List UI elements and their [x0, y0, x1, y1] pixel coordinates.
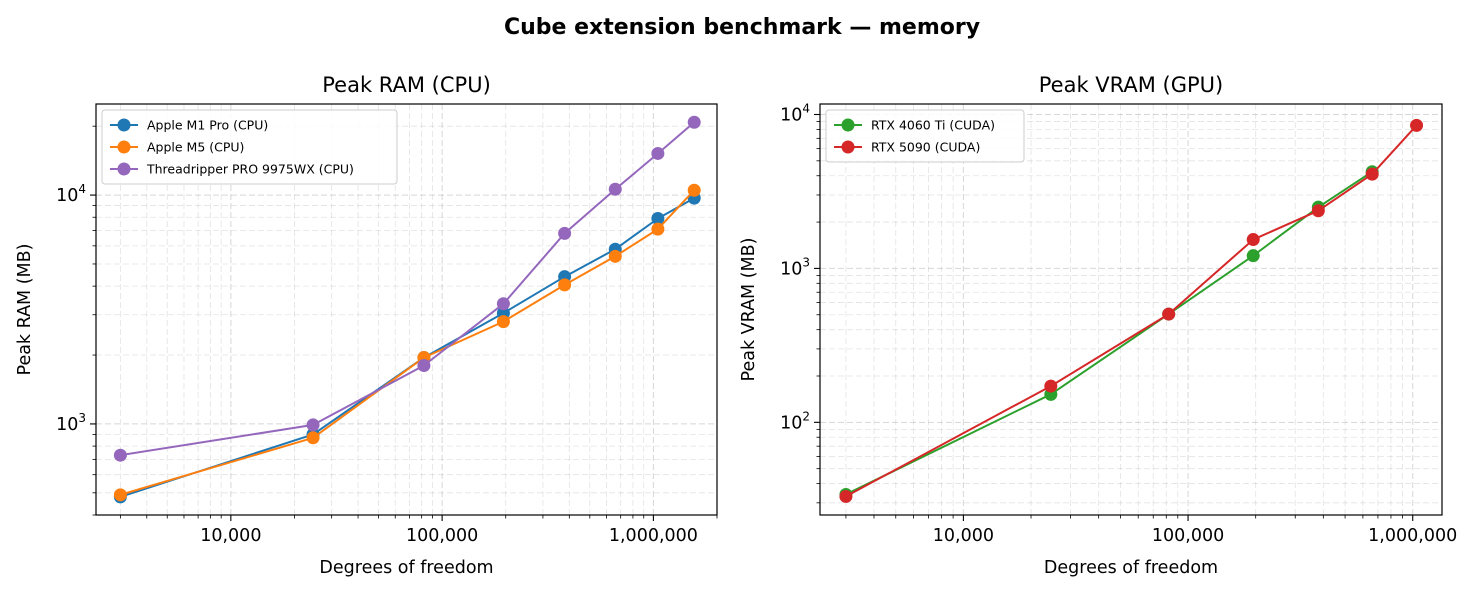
y-axis-label: Peak VRAM (MB): [739, 238, 759, 382]
legend: Apple M1 Pro (CPU) Apple M5 (CPU) Threadri…: [101, 109, 398, 185]
data-point-threadripper-pro-9975wx-cpu: [113, 448, 127, 462]
x-tick-label: 1,000,000: [609, 526, 698, 546]
legend: RTX 4060 Ti (CUDA) RTX 5090 (CUDA): [825, 109, 1025, 163]
data-point-rtx-5090-cuda: [1246, 233, 1260, 247]
y-tick-label: 103: [56, 411, 86, 435]
chart-peak-vram-gpu: 10,000 100,000 1,000,000 102 103 104 Peak VRAM…: [739, 73, 1457, 578]
y-axis-label: Peak RAM (MB): [15, 244, 35, 376]
x-tick-label: 10,000: [933, 526, 994, 546]
series-group: [839, 118, 1424, 503]
data-point-apple-m5-cpu: [496, 315, 510, 329]
data-point-apple-m5-cpu: [113, 488, 127, 502]
legend-marker: [117, 118, 131, 132]
legend-item: Apple M5 (CPU): [110, 140, 244, 155]
data-point-apple-m5-cpu: [608, 249, 622, 263]
legend-box: [825, 109, 1025, 163]
data-point-apple-m5-cpu: [687, 183, 701, 197]
axis-ticks: [90, 125, 718, 521]
data-point-threadripper-pro-9975wx-cpu: [306, 418, 320, 432]
grid: [820, 104, 1442, 515]
chart-title: Peak RAM (CPU): [322, 73, 491, 97]
data-point-rtx-5090-cuda: [1162, 307, 1176, 321]
series-line-apple-m5-cpu: [120, 189, 695, 496]
legend-marker: [117, 162, 131, 176]
legend-marker: [841, 140, 855, 154]
y-tick-label: 104: [56, 182, 86, 206]
data-point-rtx-5090-cuda: [1365, 167, 1379, 181]
data-point-apple-m5-cpu: [651, 222, 665, 236]
y-tick-label: 104: [780, 101, 810, 125]
chart-peak-ram-cpu: 10,000 100,000 1,000,000 103 104 Peak RAM (CP…: [15, 73, 718, 578]
data-point-rtx-5090-cuda: [1311, 204, 1325, 218]
data-point-apple-m5-cpu: [306, 431, 320, 445]
data-point-apple-m5-cpu: [558, 278, 572, 292]
x-tick-label: 10,000: [200, 526, 261, 546]
series-line-rtx-4060-ti-cuda: [845, 170, 1373, 496]
data-point-threadripper-pro-9975wx-cpu: [496, 297, 510, 311]
y-tick-label: 102: [780, 409, 810, 433]
legend-label: RTX 5090 (CUDA): [871, 140, 980, 155]
legend-label: Threadripper PRO 9975WX (CPU): [146, 162, 354, 177]
series-line-threadripper-pro-9975wx-cpu: [120, 121, 695, 457]
legend-marker: [841, 118, 855, 132]
plot-frame: [95, 103, 718, 516]
data-point-threadripper-pro-9975wx-cpu: [558, 226, 572, 240]
x-tick-label: 100,000: [406, 526, 478, 546]
data-point-rtx-5090-cuda: [839, 489, 853, 503]
series-group: [113, 115, 701, 504]
legend-label: Apple M1 Pro (CPU): [147, 118, 268, 133]
data-point-threadripper-pro-9975wx-cpu: [651, 146, 665, 160]
data-point-rtx-5090-cuda: [1044, 379, 1058, 393]
x-tick-label: 1,000,000: [1368, 526, 1457, 546]
data-point-rtx-5090-cuda: [1410, 118, 1424, 132]
series-line-apple-m1-pro-cpu: [120, 197, 695, 498]
legend-item: RTX 5090 (CUDA): [834, 140, 980, 155]
y-tick-label: 103: [780, 255, 810, 279]
data-point-threadripper-pro-9975wx-cpu: [687, 115, 701, 129]
legend-label: RTX 4060 Ti (CUDA): [871, 118, 995, 133]
plot-frame: [819, 103, 1443, 516]
chart-title: Peak VRAM (GPU): [1039, 73, 1224, 97]
x-tick-label: 100,000: [1152, 526, 1224, 546]
x-axis-label: Degrees of freedom: [319, 558, 493, 578]
legend-item: RTX 4060 Ti (CUDA): [834, 118, 995, 133]
legend-marker: [117, 140, 131, 154]
figure-suptitle: Cube extension benchmark — memory: [504, 15, 980, 40]
legend-item: Threadripper PRO 9975WX (CPU): [110, 162, 354, 177]
series-line-rtx-5090-cuda: [845, 124, 1418, 498]
data-point-threadripper-pro-9975wx-cpu: [608, 182, 622, 196]
legend-label: Apple M5 (CPU): [147, 140, 244, 155]
data-point-apple-m1-pro-cpu: [651, 212, 665, 226]
legend-box: [101, 109, 398, 185]
data-point-threadripper-pro-9975wx-cpu: [417, 359, 431, 373]
x-axis-label: Degrees of freedom: [1044, 558, 1218, 578]
data-point-rtx-4060-ti-cuda: [1246, 249, 1260, 263]
legend-item: Apple M1 Pro (CPU): [110, 118, 268, 133]
